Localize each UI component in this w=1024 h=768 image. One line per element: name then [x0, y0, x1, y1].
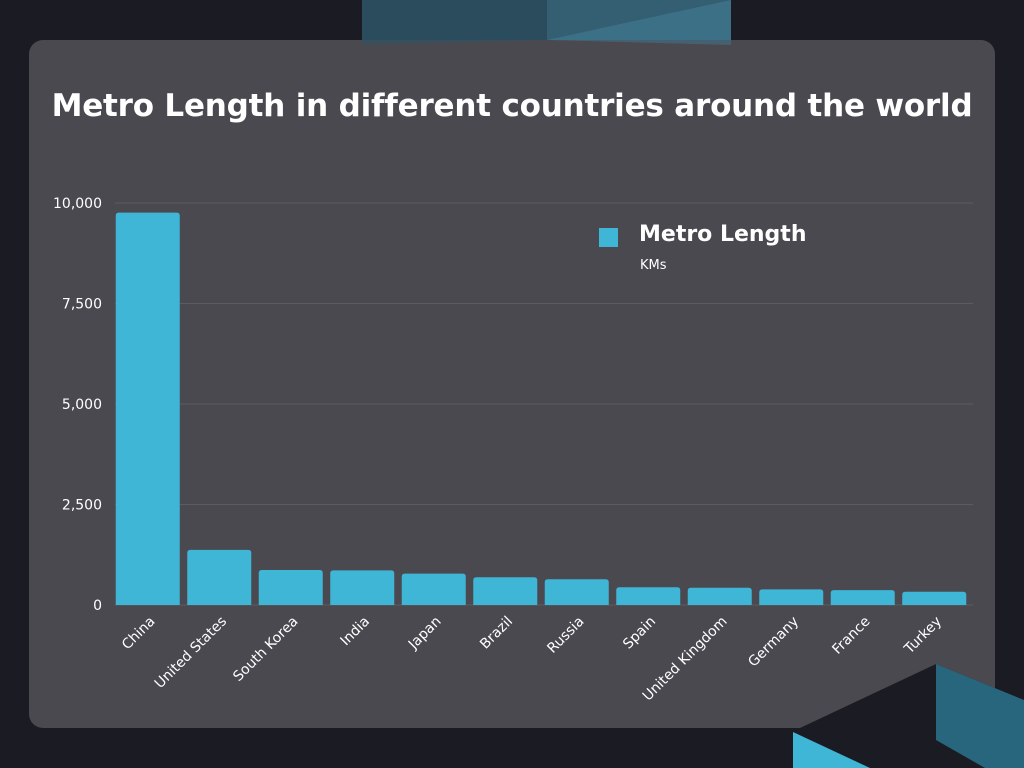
- bar-south-korea: [258, 570, 323, 605]
- bar-russia: [544, 579, 609, 605]
- bar-germany: [759, 589, 824, 605]
- bar-united-kingdom: [687, 587, 752, 605]
- bar-india: [330, 570, 395, 605]
- x-tick-label: Russia: [544, 614, 587, 657]
- legend-swatch: [599, 228, 618, 247]
- y-tick-label: 10,000: [53, 196, 102, 212]
- bar-turkey: [902, 591, 967, 605]
- bar-spain: [616, 587, 681, 605]
- y-tick-label: 7,500: [62, 297, 102, 313]
- bar-japan: [401, 573, 466, 605]
- y-tick-label: 5,000: [62, 397, 102, 413]
- x-tick-label: Turkey: [901, 614, 945, 658]
- y-tick-label: 0: [93, 598, 102, 614]
- x-tick-label: Japan: [405, 614, 445, 654]
- chart-card: [29, 40, 995, 728]
- y-tick-label: 2,500: [62, 498, 102, 514]
- bar-china: [115, 212, 180, 605]
- x-tick-label: South Korea: [230, 614, 301, 685]
- x-tick-label: United States: [152, 614, 230, 692]
- legend-unit: KMs: [640, 258, 667, 273]
- x-tick-label: Spain: [620, 614, 659, 653]
- bar-brazil: [473, 577, 538, 605]
- bar-france: [830, 590, 895, 605]
- legend-series-name: Metro Length: [639, 222, 807, 247]
- x-tick-label: China: [119, 614, 159, 654]
- x-tick-label: India: [337, 614, 373, 650]
- x-tick-label: Brazil: [477, 614, 516, 653]
- x-tick-label: Germany: [745, 614, 802, 671]
- chart-title: Metro Length in different countries arou…: [51, 88, 973, 124]
- x-tick-label: France: [829, 614, 873, 658]
- bar-united-states: [187, 549, 252, 605]
